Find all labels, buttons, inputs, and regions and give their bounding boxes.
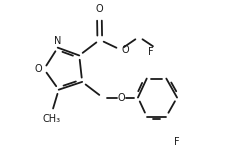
Text: N: N xyxy=(54,36,61,46)
Text: O: O xyxy=(35,64,43,74)
Text: O: O xyxy=(117,92,125,103)
Text: F: F xyxy=(174,137,180,147)
Text: F: F xyxy=(148,47,153,57)
Text: O: O xyxy=(96,4,103,14)
Text: CH₃: CH₃ xyxy=(43,114,61,124)
Text: O: O xyxy=(122,45,130,55)
